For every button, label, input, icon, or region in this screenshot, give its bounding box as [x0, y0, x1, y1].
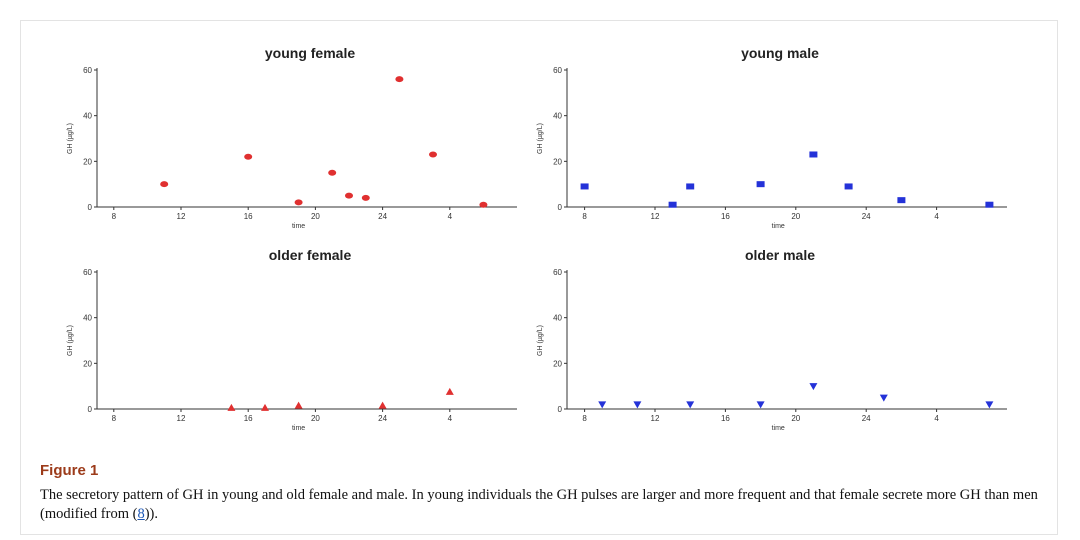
x-tick-label: 4	[934, 414, 939, 423]
y-tick-label: 20	[553, 359, 562, 368]
x-tick-label: 16	[244, 212, 253, 221]
data-point	[809, 383, 818, 391]
data-point	[445, 387, 454, 395]
x-tick-label: 20	[791, 212, 800, 221]
data-point	[479, 201, 488, 208]
data-point	[686, 183, 695, 190]
data-point	[261, 403, 269, 411]
data-point	[985, 401, 994, 409]
panel-title: young female	[264, 45, 356, 61]
figure-heading: Figure 1	[40, 462, 99, 479]
panel-title: older male	[744, 247, 816, 263]
figure-frame	[20, 20, 1058, 535]
y-tick-label: 0	[558, 405, 563, 414]
data-point	[580, 183, 589, 190]
x-tick-label: 4	[934, 212, 939, 221]
x-tick-label: 12	[177, 212, 186, 221]
x-tick-label: 24	[378, 212, 387, 221]
figure-caption: The secretory pattern of GH in young and…	[40, 486, 1040, 524]
y-tick-label: 0	[88, 405, 93, 414]
panel-title: young male	[741, 45, 819, 61]
data-point	[633, 401, 642, 409]
data-point	[756, 401, 765, 409]
data-point	[361, 194, 370, 201]
reference-link[interactable]: 8	[137, 506, 145, 522]
data-point	[879, 394, 888, 402]
y-tick-label: 60	[553, 66, 562, 75]
x-tick-label: 20	[311, 212, 320, 221]
x-tick-label: 12	[651, 212, 660, 221]
x-axis-label: time	[772, 223, 785, 230]
y-tick-label: 20	[83, 157, 92, 166]
y-axis-label: GH (µg/L)	[537, 123, 544, 154]
data-point	[345, 192, 353, 199]
x-axis-label: time	[772, 425, 785, 432]
y-axis-label: GH (µg/L)	[67, 325, 74, 356]
x-tick-label: 12	[651, 414, 660, 423]
x-tick-label: 20	[311, 414, 320, 423]
x-tick-label: 12	[177, 414, 186, 423]
x-tick-label: 20	[791, 414, 800, 423]
y-axis-label: GH (µg/L)	[67, 123, 74, 154]
data-point	[294, 199, 303, 206]
y-tick-label: 0	[558, 203, 563, 212]
caption-text: The secretory pattern of GH in young and…	[40, 487, 1038, 522]
data-point	[756, 181, 765, 188]
panel-title: older female	[268, 247, 352, 263]
data-point	[985, 201, 994, 208]
y-tick-label: 40	[83, 314, 92, 323]
data-point	[844, 183, 853, 190]
data-point	[378, 401, 387, 409]
data-point	[598, 401, 607, 409]
data-point	[227, 403, 236, 411]
x-tick-label: 16	[721, 212, 730, 221]
x-tick-label: 8	[112, 414, 117, 423]
x-tick-label: 16	[721, 414, 730, 423]
y-axis-label: GH (µg/L)	[537, 325, 544, 356]
y-tick-label: 60	[83, 66, 92, 75]
y-tick-label: 40	[553, 112, 562, 121]
data-point	[244, 153, 253, 160]
y-tick-label: 20	[553, 157, 562, 166]
y-tick-label: 20	[83, 359, 92, 368]
data-point	[429, 151, 437, 158]
x-tick-label: 16	[244, 414, 253, 423]
y-tick-label: 60	[553, 268, 562, 277]
x-axis-label: time	[292, 425, 305, 432]
data-point	[897, 197, 906, 204]
y-tick-label: 40	[553, 314, 562, 323]
data-point	[328, 169, 337, 176]
x-tick-label: 24	[378, 414, 387, 423]
y-tick-label: 60	[83, 268, 92, 277]
y-tick-label: 40	[83, 112, 92, 121]
y-tick-label: 0	[88, 203, 93, 212]
caption-end: )).	[144, 506, 158, 522]
data-point	[668, 201, 677, 208]
x-tick-label: 4	[448, 414, 453, 423]
data-point	[395, 76, 404, 83]
x-tick-label: 24	[862, 212, 871, 221]
data-point	[686, 401, 695, 409]
x-tick-label: 8	[582, 212, 587, 221]
x-tick-label: 24	[862, 414, 871, 423]
x-tick-label: 8	[112, 212, 117, 221]
data-point	[160, 181, 169, 188]
data-point	[809, 151, 818, 158]
x-tick-label: 8	[582, 414, 587, 423]
x-tick-label: 4	[448, 212, 453, 221]
x-axis-label: time	[292, 223, 305, 230]
data-point	[294, 401, 303, 409]
